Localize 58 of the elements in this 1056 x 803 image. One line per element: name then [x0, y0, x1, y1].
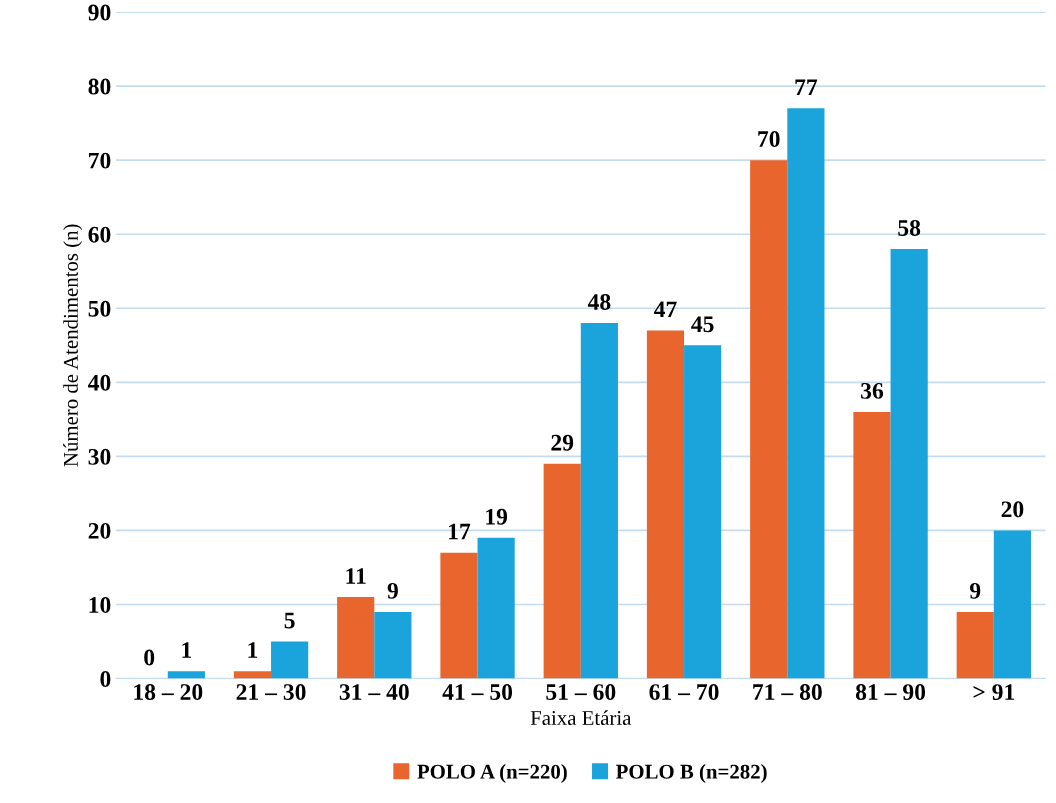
data-label: 45 [691, 316, 714, 333]
data-label: 1 [182, 642, 192, 658]
bar [167, 671, 205, 679]
x-tick-label: 31 – 40 [339, 684, 409, 701]
data-label: 36 [861, 382, 884, 399]
data-label: 9 [969, 582, 981, 599]
data-label: 58 [898, 219, 921, 236]
y-tick-label: 0 [100, 671, 111, 687]
x-tick-label: 41 – 50 [442, 684, 513, 701]
x-tick-label: 71 – 80 [753, 684, 822, 701]
y-tick-label: 50 [88, 300, 111, 317]
y-axis-title: Número de Atendimentos (n) [63, 224, 83, 467]
x-tick-label: 21 – 30 [236, 684, 306, 701]
x-tick-label: 18 – 20 [134, 684, 203, 701]
y-tick-label: 70 [89, 152, 111, 169]
x-tick-label: 81 – 90 [855, 684, 926, 701]
data-label: 11 [346, 568, 366, 584]
bar [787, 108, 825, 679]
y-tick-label: 10 [89, 596, 111, 613]
bar [956, 611, 994, 679]
data-label: 9 [387, 582, 398, 599]
bar [580, 323, 618, 679]
bar [477, 537, 515, 679]
bar [684, 345, 722, 679]
data-label: 48 [587, 294, 611, 310]
data-label: 77 [795, 79, 818, 95]
y-tick-label: 60 [88, 226, 111, 243]
data-label: 1 [248, 642, 258, 658]
legend-label: POLO A (n=220) [417, 764, 567, 783]
bar [543, 463, 581, 679]
y-tick-label: 40 [88, 374, 111, 391]
x-axis-title: Faixa Etária [530, 710, 632, 726]
bar [337, 597, 375, 679]
data-label: 19 [486, 508, 508, 525]
bar [271, 641, 309, 679]
bar [750, 160, 788, 679]
legend-label: POLO B (n=282) [616, 764, 767, 783]
x-tick-label: 51 – 60 [546, 684, 616, 701]
y-tick-label: 90 [88, 4, 111, 21]
data-label: 29 [551, 434, 574, 451]
y-tick-label: 30 [88, 448, 111, 465]
x-tick-label: 61 – 70 [649, 684, 719, 701]
bar [853, 411, 891, 679]
bar [374, 611, 412, 679]
data-label: 17 [449, 523, 471, 540]
data-label: 70 [758, 131, 780, 148]
y-tick-label: 80 [88, 78, 111, 95]
data-label: 0 [144, 649, 155, 666]
bar [890, 249, 928, 679]
y-tick-label: 20 [88, 522, 111, 539]
bar [440, 552, 478, 679]
bar [233, 671, 272, 679]
bar [646, 330, 685, 679]
bar [993, 530, 1031, 679]
data-label: 20 [1001, 501, 1024, 518]
data-label: 47 [653, 301, 677, 318]
data-label: 5 [284, 612, 295, 629]
x-tick-label: > 91 [973, 684, 1015, 701]
